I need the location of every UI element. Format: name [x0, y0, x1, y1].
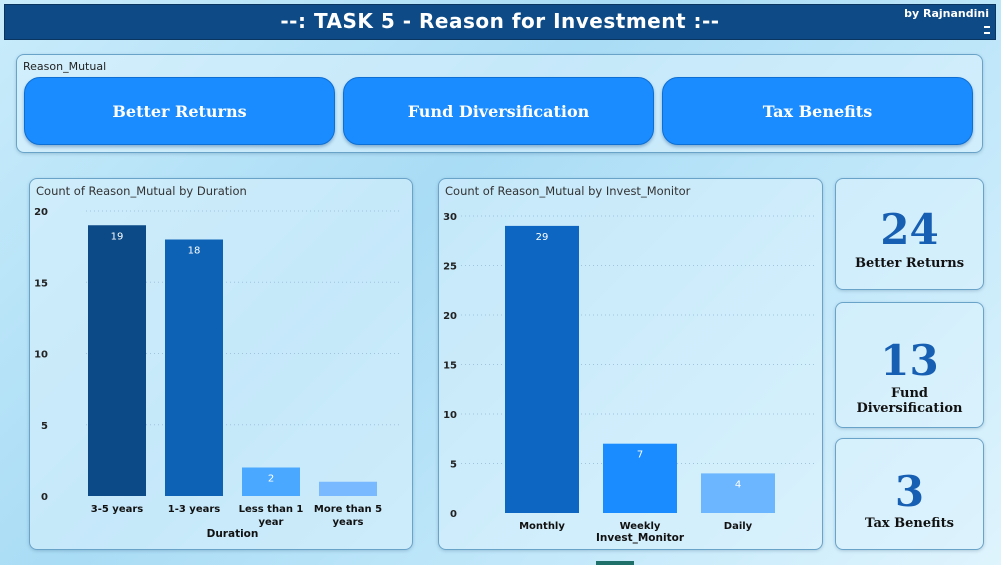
bar[interactable]	[603, 443, 677, 513]
x-tick-label: Weekly	[620, 521, 661, 532]
y-tick-label: 15	[34, 278, 48, 289]
slicer-option-tax-benefits[interactable]: Tax Benefits	[662, 77, 973, 145]
slicer-label: Reason_Mutual	[23, 60, 107, 73]
x-tick-label: Less than 1	[239, 504, 304, 515]
kpi-label: Fund Diversification	[856, 386, 963, 416]
y-tick-label: 20	[443, 311, 457, 322]
bar[interactable]	[505, 225, 579, 513]
monitor-chart: Count of Reason_Mutual by Invest_Monitor…	[438, 178, 823, 550]
duration-chart-svg: 0 5 10 15 20 19 3-5 years 18 1-3 years 2 Less than…	[34, 207, 402, 540]
report-header: --: TASK 5 - Reason for Investment :-- b…	[4, 4, 996, 40]
slicer-option-fund-diversification[interactable]: Fund Diversification	[343, 77, 654, 145]
reason-slicer: Reason_Mutual Better Returns Fund Divers…	[16, 54, 983, 153]
data-label: 2	[268, 474, 274, 485]
y-tick-label: 10	[34, 350, 48, 361]
data-label: 18	[188, 246, 201, 257]
y-tick-label: 5	[41, 421, 48, 432]
bar[interactable]	[242, 467, 300, 497]
bar[interactable]	[701, 473, 775, 513]
y-tick-label: 15	[443, 361, 457, 372]
x-tick-label: Monthly	[519, 521, 565, 532]
kpi-card-tax-benefits: 3 Tax Benefits	[835, 438, 984, 550]
kpi-value: 13	[880, 336, 939, 385]
y-tick-label: 10	[443, 410, 457, 421]
duration-chart-title: Count of Reason_Mutual by Duration	[36, 184, 247, 198]
y-tick-label: 0	[41, 492, 48, 503]
y-tick-label: 20	[34, 207, 48, 218]
kpi-label: Better Returns	[854, 256, 965, 271]
x-tick-label: years	[333, 517, 364, 528]
bar[interactable]	[88, 225, 146, 496]
data-label: 29	[536, 232, 549, 243]
kpi-value: 3	[894, 467, 925, 516]
x-tick-label: 1-3 years	[168, 504, 221, 515]
y-tick-label: 30	[443, 212, 457, 223]
bar[interactable]	[319, 481, 377, 496]
kpi-label: Tax Benefits	[865, 516, 954, 531]
duration-chart: Count of Reason_Mutual by Duration 0 5 10 1…	[29, 178, 413, 550]
monitor-chart-title: Count of Reason_Mutual by Invest_Monitor	[445, 184, 691, 198]
x-axis-title: Invest_Monitor	[596, 532, 685, 544]
monitor-chart-svg: 0 5 10 15 20 25 30 29 Monthly 7 Weekly 4 Daily Invest…	[443, 212, 817, 544]
slicer-option-better-returns[interactable]: Better Returns	[24, 77, 335, 145]
data-label: 4	[735, 479, 741, 490]
author-label: by Rajnandini	[904, 7, 989, 20]
kpi-card-fund-diversification: 13 Fund Diversification	[835, 302, 984, 428]
y-tick-label: 5	[450, 460, 457, 471]
page-tab-indicator	[596, 561, 634, 565]
x-tick-label: 3-5 years	[91, 504, 144, 515]
kpi-value: 24	[880, 205, 939, 254]
data-label: 19	[111, 231, 124, 242]
data-label: 7	[637, 450, 643, 461]
more-options-icon[interactable]	[984, 22, 990, 34]
page-title: --: TASK 5 - Reason for Investment :--	[280, 9, 720, 33]
x-tick-label: year	[259, 517, 284, 528]
y-tick-label: 0	[450, 509, 457, 520]
y-tick-label: 25	[443, 262, 457, 273]
x-tick-label: More than 5	[314, 504, 382, 515]
x-axis-title: Duration	[207, 528, 259, 540]
kpi-card-better-returns: 24 Better Returns	[835, 178, 984, 290]
x-tick-label: Daily	[724, 521, 753, 532]
bar[interactable]	[165, 239, 223, 497]
